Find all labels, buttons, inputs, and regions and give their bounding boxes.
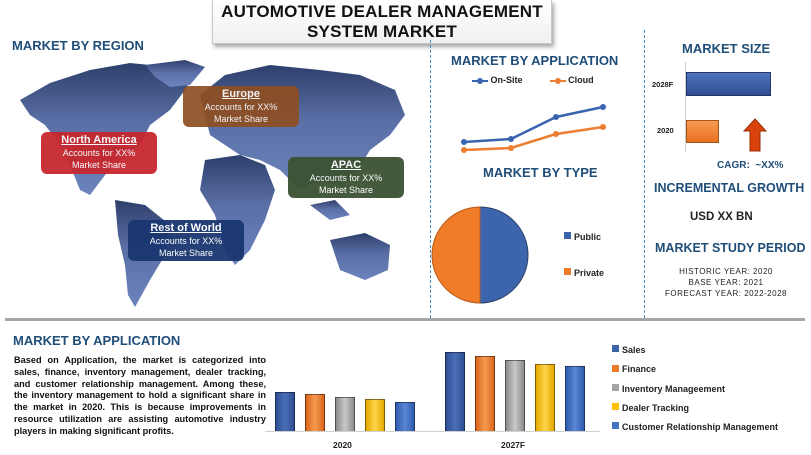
legend-item-inventory: Inventory Manageement (612, 379, 778, 398)
region-share-label: Market Share (71, 160, 127, 170)
bar-2020-sales (275, 392, 295, 431)
legend-item-sales: Sales (612, 340, 778, 359)
crm-swatch-icon (612, 422, 619, 430)
dealer-swatch-icon (612, 403, 619, 411)
region-share-text: Accounts for XX% (309, 173, 383, 183)
bar-chart-baseline (265, 431, 600, 432)
bar-label-2020: 2020 (657, 126, 674, 135)
category-label-2027f: 2027F (501, 440, 526, 450)
divider-right (644, 30, 645, 318)
region-share-label: Market Share (213, 114, 269, 124)
legend-item-finance: Finance (612, 359, 778, 378)
bar-label-2028f: 2028F (652, 80, 674, 89)
bar-2027f-sales (445, 352, 465, 431)
region-share-label: Market Share (158, 248, 214, 258)
bar-2027f-inventory (505, 360, 525, 431)
legend-onsite-icon (472, 77, 488, 84)
base-year: BASE YEAR: 2021 (688, 278, 764, 287)
study-period-details: HISTORIC YEAR: 2020 BASE YEAR: 2021 FORE… (648, 266, 804, 299)
bar-2027f-crm (565, 366, 585, 431)
bar-2027f-finance (475, 356, 495, 431)
horizontal-divider (5, 318, 805, 321)
type-heading: MARKET BY TYPE (483, 165, 598, 180)
application-bar-chart (265, 330, 605, 431)
region-name: Europe (222, 88, 260, 100)
legend-cloud-label: Cloud (568, 75, 594, 85)
market-size-heading: MARKET SIZE (682, 41, 771, 56)
growth-arrow-icon (743, 118, 767, 152)
region-share-text: Accounts for XX% (149, 236, 223, 246)
forecast-year: FORECAST YEAR: 2022-2028 (665, 289, 787, 298)
market-size-axis (685, 62, 686, 152)
application-description: Based on Application, the market is cate… (14, 355, 266, 436)
category-label-2020: 2020 (333, 440, 352, 450)
region-heading: MARKET BY REGION (12, 38, 144, 53)
study-period-heading: MARKET STUDY PERIOD (655, 241, 806, 255)
bar-2020-dealer (365, 399, 385, 431)
application-line-heading: MARKET BY APPLICATION (451, 53, 619, 68)
region-share-text: Accounts for XX% (204, 102, 278, 112)
title-line-1: AUTOMOTIVE DEALER MANAGEMENT (221, 2, 543, 21)
public-label: Public (574, 232, 602, 242)
bottom-heading: MARKET BY APPLICATION (13, 333, 181, 348)
region-rest-of-world: Rest of World Accounts for XX% Market Sh… (128, 220, 244, 261)
incremental-heading: INCREMENTAL GROWTH (654, 181, 805, 195)
historic-year: HISTORIC YEAR: 2020 (679, 267, 773, 276)
legend-item-crm: Customer Relationship Management (612, 417, 778, 436)
incremental-value: USD XX BN (690, 211, 753, 223)
region-apac: APAC Accounts for XX% Market Share (288, 157, 404, 198)
legend-item-dealer: Dealer Tracking (612, 398, 778, 417)
market-size-bar-2028f (686, 72, 771, 96)
private-label: Private (574, 268, 605, 278)
line-chart-legend: On-Site Cloud (472, 75, 594, 85)
bar-2020-inventory (335, 397, 355, 431)
bar-2020-finance (305, 394, 325, 431)
pie-legend-public: Public (564, 227, 601, 245)
inventory-swatch-icon (612, 383, 619, 391)
private-swatch-icon (564, 268, 571, 276)
divider-left (430, 40, 431, 318)
region-north-america: North America Accounts for XX% Market Sh… (41, 132, 157, 174)
region-name: APAC (330, 159, 362, 171)
type-pie-chart (431, 206, 529, 304)
region-europe: Europe Accounts for XX% Market Share (183, 86, 299, 127)
pie-legend-private: Private (564, 263, 604, 281)
title-line-2: SYSTEM MARKET (307, 22, 457, 41)
finance-swatch-icon (612, 364, 619, 372)
cagr-label: CAGR: ~XX% (717, 160, 784, 171)
bar-2020-crm (395, 402, 415, 431)
market-size-bar-2020 (686, 120, 719, 143)
application-line-chart (461, 104, 606, 153)
bar-2027f-dealer (535, 364, 555, 431)
sales-swatch-icon (612, 345, 619, 353)
bar-chart-legend: Sales Finance Inventory Manageement Deal… (612, 340, 778, 436)
region-share-label: Market Share (318, 185, 374, 195)
report-title: AUTOMOTIVE DEALER MANAGEMENT SYSTEM MARK… (212, 0, 552, 44)
public-swatch-icon (564, 232, 571, 240)
legend-cloud-icon (549, 77, 566, 84)
legend-onsite-label: On-Site (490, 75, 523, 85)
region-share-text: Accounts for XX% (62, 148, 136, 158)
region-name: North America (61, 134, 137, 146)
region-name: Rest of World (150, 222, 222, 234)
